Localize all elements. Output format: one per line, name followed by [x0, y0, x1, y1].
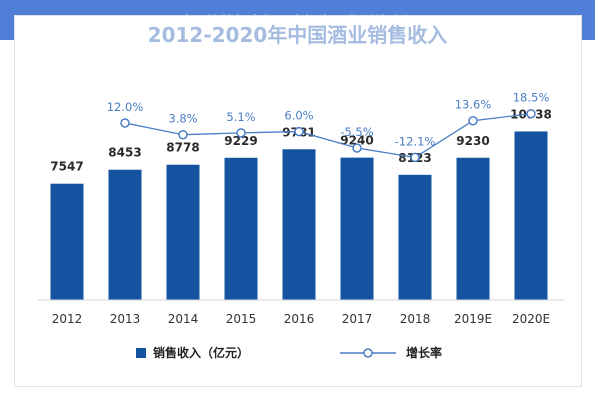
x-tick-2012: 2012 [52, 312, 83, 326]
bar-2015 [224, 157, 258, 300]
rate-point-2014 [178, 129, 188, 140]
bar-value-label-2012: 7547 [50, 160, 83, 174]
x-tick-2017: 2017 [342, 312, 373, 326]
rate-label-2017: -5.5% [340, 125, 373, 139]
rate-point-2018 [410, 152, 420, 163]
bar-value-label-2017: 9240 [340, 134, 373, 148]
x-tick-2013: 2013 [110, 312, 141, 326]
bar-2016 [282, 149, 316, 300]
rate-label-2013: 12.0% [107, 100, 144, 114]
bar-value-label-2014: 8778 [166, 141, 199, 155]
bar-2020E [514, 131, 548, 300]
bar-value-label-2013: 8453 [108, 146, 141, 160]
rate-label-2014: 3.8% [168, 112, 197, 126]
rate-label-2020E: 18.5% [513, 91, 550, 105]
rate-point-2013 [120, 118, 130, 128]
rate-label-2015: 5.1% [226, 110, 255, 124]
rate-point-2015 [236, 128, 246, 138]
legend-line-label: 增长率 [406, 345, 442, 360]
x-tick-2018: 2018 [400, 312, 431, 326]
x-tick-2016: 2016 [284, 312, 315, 326]
bar-2019E [456, 157, 490, 300]
rate-line [124, 113, 532, 159]
rate-label-2016: 6.0% [284, 109, 313, 123]
bar-series: 7547845387789229978192408123923010938 [50, 107, 552, 300]
legend-bar-swatch [136, 348, 146, 358]
x-tick-2014: 2014 [168, 312, 199, 326]
legend: 销售收入（亿元） 增长率 [136, 345, 442, 360]
rate-point-2017 [352, 143, 362, 153]
x-tick-2019E: 2019E [454, 312, 492, 326]
chart-title: 2012-2020年中国酒业销售收入 [147, 23, 448, 47]
bar-2014 [166, 164, 200, 300]
bar-2017 [340, 157, 374, 300]
x-tick-2020E: 2020E [512, 312, 550, 326]
rate-point-2020E [526, 108, 536, 119]
rate-point-2016 [294, 126, 304, 137]
rate-series: 12.0% 3.8% 5.1% 6.0% -5.5% -12.1% 13.6% 18.5% [107, 91, 550, 163]
bar-2018 [398, 174, 432, 300]
bar-2013 [108, 169, 142, 300]
x-axis-ticks: 2012 2013 2014 2015 2016 2017 2018 2019E 2020E [52, 312, 550, 326]
legend-line-marker [363, 348, 373, 358]
rate-label-2018: -12.1% [395, 134, 436, 148]
bar-value-label-2019E: 9230 [456, 134, 489, 148]
rate-label-2019E: 13.6% [455, 98, 492, 112]
x-tick-2015: 2015 [226, 312, 257, 326]
bar-value-label-2015: 9229 [224, 134, 257, 148]
bar-2012 [50, 183, 84, 300]
rate-point-2019E [468, 115, 478, 126]
legend-bar-label: 销售收入（亿元） [153, 345, 249, 360]
